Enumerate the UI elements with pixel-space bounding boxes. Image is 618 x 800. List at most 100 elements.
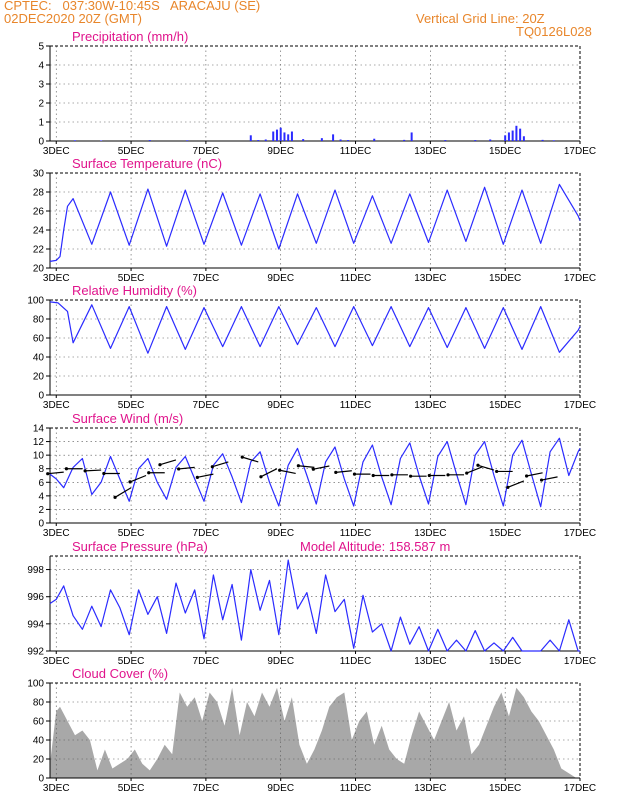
y-tick-label: 80 [33,315,45,326]
y-tick-label: 0 [38,137,44,148]
wind-arrow-head [113,495,117,499]
wind-arrow [242,456,259,463]
y-tick-label: 100 [27,296,44,307]
x-tick-label: 3DEC [43,656,70,667]
wind-arrow-head [524,474,529,478]
header-grid-note: Vertical Grid Line: 20Z [416,11,545,26]
precip-bar [474,140,477,141]
x-tick-label: 11DEC [340,400,372,411]
header-location: CPTEC: 037:30W-10:45S ARACAJU (SE) [4,0,261,13]
precip-bar [489,139,492,141]
wind-arrow [197,473,214,478]
x-tick-label: 15DEC [489,146,521,157]
y-tick-label: 12 [33,437,45,448]
x-tick-label: 13DEC [414,146,446,157]
x-tick-label: 3DEC [43,400,70,411]
y-tick-label: 0 [38,391,44,402]
wind-arrow [47,471,64,475]
wind-arrow-head [296,464,300,468]
wind-arrow [114,487,132,498]
y-tick-label: 20 [33,264,45,275]
header-datetime: 02DEC2020 20Z (GMT) [4,11,142,26]
wind-arrow-head [495,469,499,474]
wind-arrow-head [539,478,544,482]
wind-arrow-head [390,473,394,477]
precip-bar [264,139,267,141]
y-tick-label: 0 [38,519,44,530]
precip-bar [287,134,290,141]
precip-bar [410,132,413,141]
series-line [49,559,580,652]
x-tick-label: 17DEC [564,656,596,667]
x-tick-label: 13DEC [414,273,446,284]
y-tick-label: 40 [33,353,45,364]
x-tick-label: 5DEC [118,273,145,284]
x-tick-label: 11DEC [340,273,372,284]
precip-bar [504,135,507,141]
x-tick-label: 15DEC [489,400,521,411]
precip-bar [511,130,514,141]
precip-bar [347,140,350,141]
wind-arrow [159,459,177,466]
y-tick-label: 60 [33,717,45,728]
precip-bar [272,131,275,141]
precip-bar [332,134,335,141]
y-tick-label: 100 [27,679,44,690]
x-tick-label: 3DEC [43,528,70,539]
x-tick-label: 15DEC [489,273,521,284]
panel-title: Precipitation (mm/h) [72,29,188,44]
y-tick-label: 992 [27,647,44,658]
wind-arrow-head [158,463,162,467]
wind-arrow-head [259,475,263,479]
cloud-cover-area [50,687,580,778]
x-tick-label: 9DEC [267,656,294,667]
x-tick-label: 11DEC [340,656,372,667]
y-tick-label: 8 [38,464,44,475]
wind-arrow-head [240,455,244,459]
wind-arrow-head [446,473,450,477]
x-tick-label: 3DEC [43,273,70,284]
y-tick-label: 20 [33,372,45,383]
x-tick-label: 17DEC [564,146,596,157]
wind-arrow-head [278,468,282,472]
precip-bar [320,138,323,141]
precip-bar [515,125,518,141]
precip-bar [522,136,525,141]
x-tick-label: 17DEC [564,528,596,539]
precip-bar [249,135,252,141]
wind-arrow-head [409,474,413,478]
precip-bar [519,128,522,141]
wind-arrow-head [46,472,50,476]
y-tick-label: 4 [38,61,44,72]
y-tick-label: 1 [38,118,44,129]
precip-bar [403,139,406,141]
header-code: TQ0126L028 [516,24,592,39]
y-tick-label: 26 [33,207,45,218]
wind-arrow [477,464,495,471]
y-tick-label: 40 [33,736,45,747]
precip-bar [373,138,376,141]
panel-title: Surface Wind (m/s) [72,411,183,426]
wind-arrow [507,480,525,488]
precip-bar [290,131,293,141]
wind-arrow-head [334,470,338,474]
precip-bar [186,140,189,141]
wind-arrow-head [195,475,199,479]
x-tick-label: 15DEC [489,783,521,794]
wind-arrow [466,466,483,474]
wind-arrow [260,468,278,478]
y-tick-label: 2 [38,99,44,110]
x-tick-label: 5DEC [118,783,145,794]
wind-arrow-head [427,473,431,478]
y-tick-label: 994 [27,619,44,630]
x-tick-label: 9DEC [267,783,294,794]
precip-bar [275,129,278,141]
series-line [49,183,581,262]
precip-bar [339,139,342,141]
x-tick-label: 15DEC [489,656,521,667]
precip-bar [283,132,286,141]
wind-arrow-head [210,465,214,469]
y-tick-label: 2 [38,505,44,516]
x-tick-label: 7DEC [193,273,220,284]
wind-arrow [335,470,352,473]
